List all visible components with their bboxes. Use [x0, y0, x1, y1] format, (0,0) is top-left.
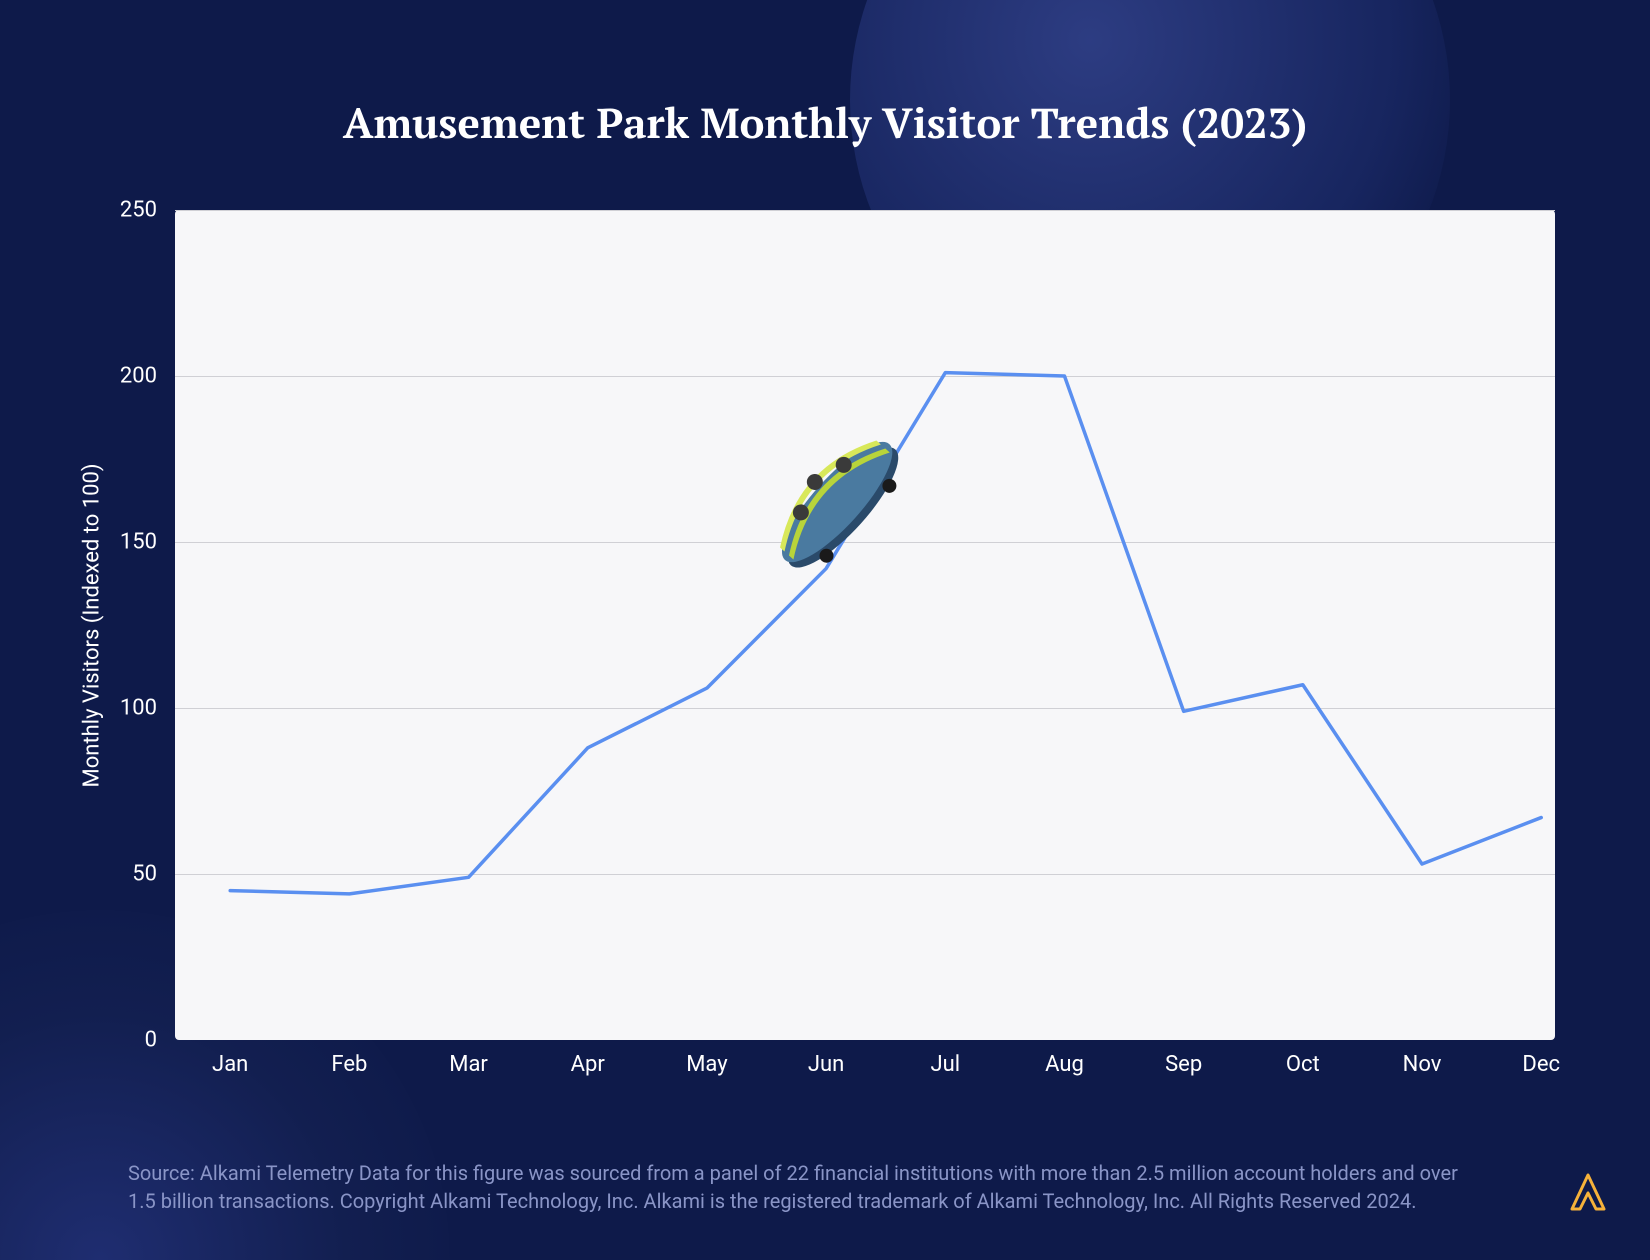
line-svg — [100, 210, 1555, 1070]
alkami-logo-icon — [1566, 1171, 1610, 1215]
infographic-canvas: Amusement Park Monthly Visitor Trends (2… — [0, 0, 1650, 1260]
chart-title: Amusement Park Monthly Visitor Trends (2… — [0, 95, 1650, 151]
visitor-trend-line — [230, 373, 1541, 894]
line-chart: 050100150200250JanFebMarAprMayJunJulAugS… — [100, 210, 1555, 1070]
source-attribution: Source: Alkami Telemetry Data for this f… — [128, 1159, 1478, 1215]
